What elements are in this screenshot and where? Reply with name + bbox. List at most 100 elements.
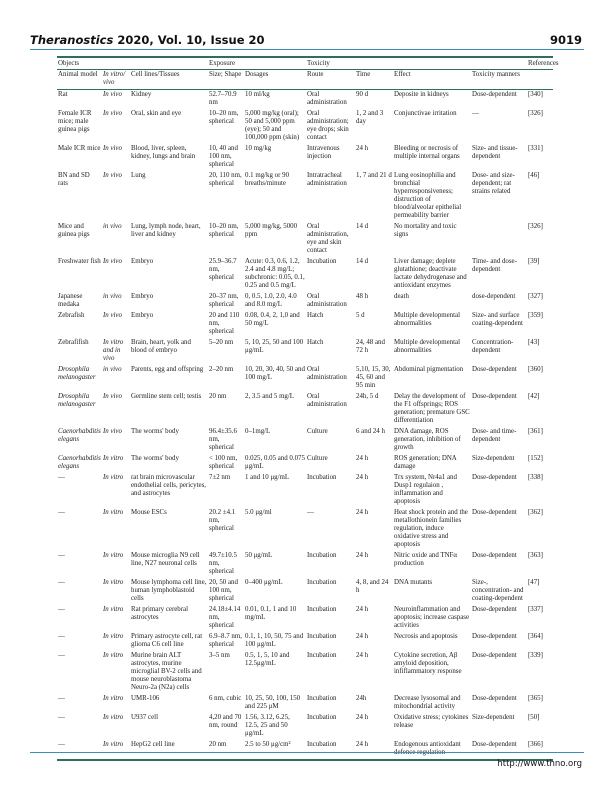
column-header-toxicity-manners: Toxicity manners xyxy=(471,69,527,90)
cell-route: Hatch xyxy=(307,312,324,319)
cell-toxicity-manners: Time- and dose-dependent xyxy=(472,258,517,273)
footer-rule xyxy=(30,752,584,754)
cell-effect: Liver damage; deplete glutathione; deact… xyxy=(394,258,467,289)
cell-toxicity-manners: Dose-dependent xyxy=(472,393,517,400)
cell-size-shape: < 100 nm, spherical xyxy=(209,455,238,470)
cell-cell-lines-tissues: Embryo xyxy=(131,258,154,265)
cell-route: Oral administration xyxy=(307,293,347,308)
toxicity-table: Objects Exposure Toxicity References Ani… xyxy=(57,56,559,761)
cell-route: Oral administration xyxy=(307,393,347,408)
table-row: — In vitro Mouse ESCs 20.2 ±4.1 nm, spheric… xyxy=(57,508,553,551)
cell-animal-model: — xyxy=(58,714,65,721)
cell-size-shape: 20 and 110 nm, spherical xyxy=(209,312,240,335)
cell-route: Incubation xyxy=(307,633,337,640)
cell-size-shape: 20.2 ±4.1 nm, spherical xyxy=(209,509,236,532)
cell-route: Incubation xyxy=(307,552,337,559)
cell-route: Oral administration xyxy=(307,91,347,106)
cell-animal-model: — xyxy=(58,633,65,640)
cell-dosages: 0.1 mg/kg or 90 breaths/minute xyxy=(245,172,290,187)
cell-cell-lines-tissues: Mouse lymphoma cell line, human lymphobl… xyxy=(131,579,207,602)
table-row: — In vitro Murine brain ALT astrocytes, mu… xyxy=(57,651,553,694)
cell-size-shape: 5–20 nm xyxy=(209,339,234,346)
cell-time: 24 h xyxy=(356,714,369,721)
cell-animal-model: Female ICR mice; male guinea pigs xyxy=(58,110,92,133)
cell-size-shape: 52.7–70.9 nm xyxy=(209,91,237,106)
cell-in-vitro-vivo: In vivo xyxy=(103,312,122,319)
cell-route: Incubation xyxy=(307,474,337,481)
cell-dosages: 5, 10, 25, 50 and 100 μg/mL xyxy=(245,339,304,354)
cell-references: [340] xyxy=(528,91,543,98)
cell-references: [46] xyxy=(528,172,540,179)
cell-in-vitro-vivo: In vivo xyxy=(103,393,122,400)
cell-dosages: 50 μg/mL xyxy=(245,552,273,559)
cell-cell-lines-tissues: Rat primary cerebral astrocytes xyxy=(131,606,189,621)
cell-in-vitro-vivo: In vivo xyxy=(103,428,122,435)
cell-in-vitro-vivo: In vitro xyxy=(103,509,124,516)
column-header-time: Time xyxy=(355,69,393,90)
cell-references: [152] xyxy=(528,455,543,462)
cell-references: [365] xyxy=(528,695,543,702)
table-row: Zebrafish In vivo Embryo 20 and 110 nm, sph… xyxy=(57,311,553,338)
cell-animal-model: Caenorhabditis elegans xyxy=(58,428,101,443)
cell-size-shape: 4,20 and 70 nm, round xyxy=(209,714,242,729)
cell-time: 14 d xyxy=(356,223,369,230)
table-row: Female ICR mice; male guinea pigs In vivo… xyxy=(57,109,553,144)
cell-toxicity-manners: Dose- and time-dependent xyxy=(472,428,517,443)
cell-dosages: 0.08, 0.4, 2, 1,0 and 50 mg/L xyxy=(245,312,300,327)
group-exposure: Exposure xyxy=(208,56,306,70)
cell-cell-lines-tissues: Murine brain ALT astrocytes, murine micr… xyxy=(131,652,202,691)
cell-cell-lines-tissues: Kidney xyxy=(131,91,152,98)
cell-route: Hatch xyxy=(307,339,324,346)
cell-time: 24 h xyxy=(356,633,369,640)
cell-size-shape: 10–20 nm, spherical xyxy=(209,110,239,125)
cell-cell-lines-tissues: Embryo xyxy=(131,293,154,300)
table-row: — In vitro Mouse microglia N9 cell line, N… xyxy=(57,551,553,578)
group-toxicity: Toxicity xyxy=(306,56,527,70)
page-number: 9019 xyxy=(549,33,582,47)
cell-time: 24 h xyxy=(356,455,369,462)
cell-route: Intravenous injection xyxy=(307,145,340,160)
cell-toxicity-manners: Dose-dependent xyxy=(472,509,517,516)
cell-effect: Endogenous antioxidant defence regulatio… xyxy=(393,740,471,761)
footer-url[interactable]: http://www.thno.org xyxy=(497,759,582,769)
cell-references: [47] xyxy=(528,579,540,586)
cell-size-shape: 6.9–8.7 nm, spherical xyxy=(209,633,242,648)
group-objects: Objects xyxy=(57,56,208,70)
column-header-cell-lines-tissues: Cell lines/Tissues xyxy=(130,69,208,90)
table-row: — In vitro HepG2 cell line 20 nm 2.5 to 50 μ… xyxy=(57,740,553,761)
cell-references: [337] xyxy=(528,606,543,613)
cell-cell-lines-tissues: UMR-106 xyxy=(131,695,160,702)
cell-dosages: 0.5, 1, 5, 10 and 12.5μg/mL xyxy=(245,652,290,667)
column-header-route: Route xyxy=(306,69,355,90)
cell-route: Incubation xyxy=(306,740,355,761)
cell-effect: Bleeding or necrosis of multiple interna… xyxy=(394,145,460,160)
cell-dosages: 10 ml/kg xyxy=(245,91,270,98)
cell-time: 24 h xyxy=(356,606,369,613)
cell-animal-model: Mice and guinea pigs xyxy=(58,223,90,238)
cell-in-vitro-vivo: In vitro xyxy=(103,633,124,640)
cell-cell-lines-tissues: Lung, lymph node, heart, liver and kidne… xyxy=(131,223,201,238)
cell-in-vitro-vivo: In vivo xyxy=(103,145,122,152)
cell-toxicity-manners: Dose-dependent xyxy=(472,552,517,559)
cell-effect: Conjunctivae irritation xyxy=(394,110,457,117)
table-row: Zebrafifish In vitro and in vivo Brain, he… xyxy=(57,338,553,365)
table-row: — In vitro Mouse lymphoma cell line, human… xyxy=(57,578,553,605)
table-row: Japanese medaka in vivo Embryo 20–37 nm, sp… xyxy=(57,292,553,311)
cell-size-shape: 24.18±4.14 nm, spherical xyxy=(209,606,241,629)
cell-effect: Oxidative stress; cytokines release xyxy=(394,714,469,729)
cell-dosages: 0–400 μg/mL xyxy=(245,579,283,586)
cell-effect: Necrosis and apoptosis xyxy=(394,633,458,640)
cell-in-vitro-vivo: in vivo xyxy=(103,293,122,300)
cell-toxicity-manners: — xyxy=(472,110,479,117)
cell-animal-model: — xyxy=(58,606,65,613)
cell-effect: Lung eosinophilia and bronchial hyperres… xyxy=(394,172,462,219)
cell-references: [50] xyxy=(528,714,540,721)
cell-size-shape: 10–20 nm, spherical xyxy=(209,223,239,238)
cell-effect: Multiple developmental abnormalities xyxy=(394,312,461,327)
cell-route: Incubation xyxy=(307,714,337,721)
cell-references: [362] xyxy=(528,509,543,516)
table-row: — In vitro U937 cell 4,20 and 70 nm, round 1… xyxy=(57,713,553,740)
cell-cell-lines-tissues: Parents, egg and offspring xyxy=(131,366,204,373)
cell-references: [360] xyxy=(528,366,543,373)
cell-dosages: 2, 3.5 and 5 mg/L xyxy=(245,393,294,400)
